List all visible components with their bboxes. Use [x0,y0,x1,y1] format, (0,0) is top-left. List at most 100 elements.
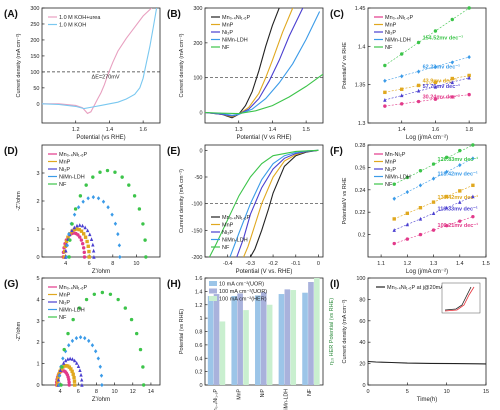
y-tick-label: 0.22 [355,210,366,216]
x-tick-label: 15 [483,389,489,395]
data-point [467,73,471,78]
data-point [98,170,102,174]
bar [219,321,226,385]
panel-g: (G)4 6 8 10 12 14012345Z'/ohm-Z"/ohmMn₀.₄Ni₁.… [4,276,161,403]
data-point [67,255,71,259]
inset-curve [444,286,472,311]
data-point [66,235,70,239]
legend-entry: Ni₂P [385,167,396,173]
data-point [383,104,387,108]
data-point [87,338,91,343]
slope-label: 136.42mv dec⁻¹ [438,194,479,201]
y-axis-label: Potential/V vs RHE [342,42,348,89]
fit-line [384,7,470,66]
data-point [75,227,79,231]
x-tick-label: 4 [59,389,62,395]
plot-frame [204,144,324,258]
y-tick-label: 1.4 [195,289,203,295]
data-point [433,64,438,70]
slope-label: 100.21mv dec⁻¹ [438,222,479,229]
data-point [82,255,87,259]
y-axis-label: Potential/V vs RHE [342,177,348,224]
data-point [83,235,88,239]
legend-entry: NiMn-LDH [222,38,248,44]
data-point [467,54,471,60]
data-point [444,169,449,174]
plot-frame [367,144,487,258]
legend-entry: Mn₀.₄Ni₁.₆P at j@20mA cm⁻² [387,285,457,291]
data-point [400,102,404,106]
plot-frame [204,7,324,124]
data-point [467,75,471,80]
bar [290,290,297,385]
bar [308,282,314,385]
data-point [141,383,146,387]
x-tick-label: 1.6 [139,127,147,133]
data-point [91,175,95,179]
panel-label: (C) [330,9,344,20]
y-tick-label: 20 [359,362,365,368]
y-tick-label: 200 [30,38,39,44]
data-point [68,238,72,242]
data-point [80,241,85,246]
x-tick-label: 10 [112,389,118,395]
data-point [120,175,124,179]
legend-entry: MnP [59,160,71,166]
data-point [92,255,96,259]
legend-entry: NF [59,315,67,321]
legend-entry: 1.0 M KOH+urea [59,15,101,21]
data-point [458,219,462,223]
fit-line [384,56,470,82]
data-point [418,169,423,173]
data-point [61,356,65,361]
data-point [400,74,404,79]
y-tick-label: 3 [36,319,39,325]
x-tick-label: 14 [148,389,154,395]
data-point [91,242,95,247]
y-tick-label: 1.2 [195,303,203,309]
y-tick-label: 1.35 [355,83,366,89]
data-point [93,349,98,354]
y-tick-label: 300 [30,6,39,12]
legend-entry: NiMn-LDH [385,38,411,44]
legend-entry: NF [222,245,230,251]
y-tick-label: 0.24 [355,188,366,194]
y-tick-label: 1.6 [195,276,203,282]
data-point [96,356,101,361]
panel-c: (C) 1.4 1.6 1.8 1.3 1.35 1.4 1.45 Log (j/mA cm⁻²… [330,6,487,141]
y-tick-label: 0 [362,383,365,389]
x-tick-label: 1.3 [235,127,243,133]
data-point [80,223,85,228]
data-point [67,383,71,387]
data-point [90,343,95,348]
series-line [205,73,323,115]
y-tick-label: 1.4 [358,44,366,50]
x-tick-label: 1.3 [430,261,438,267]
x-tick-label: 1.4 [456,261,464,267]
y-tick-label: 0 [36,383,39,389]
data-point [74,361,79,365]
data-point [70,338,75,343]
y-axis-label: Current density (mA cm⁻²) [179,33,185,97]
data-point [67,365,72,369]
legend-entry: Ni₂P [59,300,70,306]
data-point [418,232,423,237]
legend-entry: NiMn-LDH [222,238,248,244]
fit-line [394,158,474,200]
x-tick-label: 0 [317,261,320,267]
data-point [81,246,86,250]
data-point [66,331,70,336]
data-point [56,377,61,382]
series-line [42,8,158,110]
data-point [135,331,139,336]
data-point [400,87,404,91]
data-point [100,290,105,295]
data-point [123,306,128,310]
legend-entry: Ni₂P [222,230,233,236]
y-tick-label: 0 [199,383,202,389]
data-point [144,255,148,259]
data-point [383,78,387,83]
slope-label: 119.33mv dec⁻¹ [438,205,478,212]
data-point [416,88,421,93]
data-point [67,231,71,237]
